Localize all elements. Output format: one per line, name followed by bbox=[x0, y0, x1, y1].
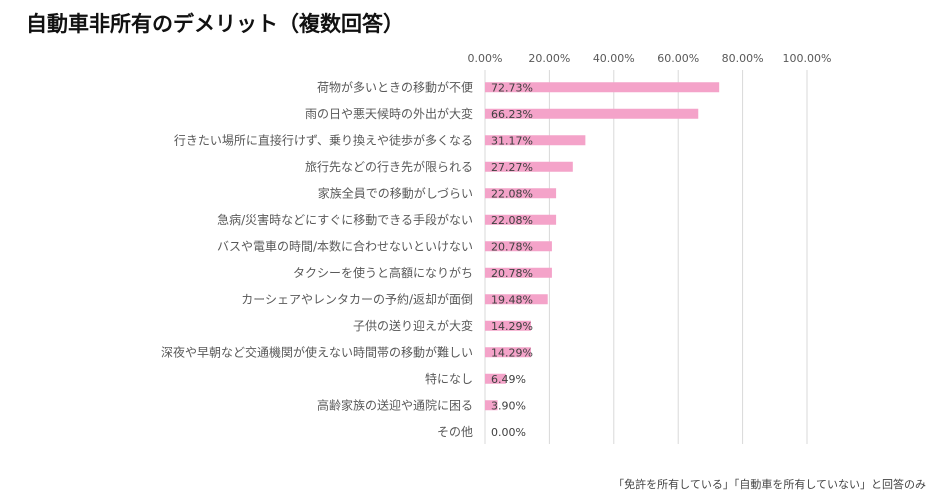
bars bbox=[485, 82, 720, 411]
category-labels: 荷物が多いときの移動が不便雨の日や悪天候時の外出が大変行きたい場所に直接行けず、… bbox=[161, 79, 473, 439]
data-label: 20.78% bbox=[491, 267, 533, 280]
bar bbox=[485, 188, 557, 199]
bar bbox=[485, 214, 557, 225]
category-label: 荷物が多いときの移動が不便 bbox=[317, 79, 473, 94]
bar bbox=[485, 294, 548, 305]
data-label: 27.27% bbox=[491, 161, 533, 174]
data-label: 20.78% bbox=[491, 240, 533, 253]
category-label: 行きたい場所に直接行けず、乗り換えや徒歩が多くなる bbox=[174, 132, 473, 147]
x-tick-label: 40.00% bbox=[593, 52, 635, 65]
bar bbox=[485, 135, 586, 146]
data-label: 66.23% bbox=[491, 108, 533, 121]
category-label: バスや電車の時間/本数に合わせないといけない bbox=[217, 238, 473, 253]
data-label: 72.73% bbox=[491, 81, 533, 94]
bar bbox=[485, 108, 699, 119]
data-label: 3.90% bbox=[491, 399, 526, 412]
gridlines bbox=[484, 70, 808, 444]
x-tick-label: 20.00% bbox=[528, 52, 570, 65]
chart-title: 自動車非所有のデメリット（複数回答） bbox=[26, 12, 404, 36]
category-label: 急病/災害時などにすぐに移動できる手段がない bbox=[217, 212, 473, 227]
data-label: 22.08% bbox=[491, 214, 533, 227]
bar bbox=[485, 241, 552, 252]
category-label: カーシェアやレンタカーの予約/返却が面倒 bbox=[241, 291, 473, 306]
data-label: 14.29% bbox=[491, 346, 533, 359]
category-label: 深夜や早朝など交通機関が使えない時間帯の移動が難しい bbox=[161, 344, 473, 359]
footnote: 「免許を所有している」「自動車を所有していない」と回答のみ bbox=[613, 478, 926, 491]
category-label: 雨の日や悪天候時の外出が大変 bbox=[305, 106, 473, 121]
data-label: 0.00% bbox=[491, 426, 526, 439]
data-labels: 72.73% 66.23% 31.17% 27.27% 22.08% 22.08% 20.7… bbox=[491, 81, 533, 439]
data-label: 22.08% bbox=[491, 187, 533, 200]
x-axis-tick-labels: 0.00% 20.00% 40.00% 60.00% 80.00% 100.00% bbox=[468, 52, 832, 65]
category-label: 高齢家族の送迎や通院に困る bbox=[317, 397, 473, 412]
data-label: 6.49% bbox=[491, 373, 526, 386]
bar bbox=[485, 320, 532, 331]
bar bbox=[485, 82, 720, 93]
x-tick-label: 80.00% bbox=[722, 52, 764, 65]
bar bbox=[485, 347, 532, 358]
data-label: 31.17% bbox=[491, 134, 533, 147]
category-label: 特になし bbox=[425, 371, 473, 386]
x-tick-label: 100.00% bbox=[783, 52, 832, 65]
data-label: 14.29% bbox=[491, 320, 533, 333]
category-label: 家族全員での移動がしづらい bbox=[318, 185, 473, 200]
category-label: 子供の送り迎えが大変 bbox=[353, 318, 473, 333]
x-tick-label: 0.00% bbox=[468, 52, 503, 65]
category-label: 旅行先などの行き先が限られる bbox=[305, 159, 473, 174]
category-label: その他 bbox=[437, 425, 473, 439]
data-label: 19.48% bbox=[491, 293, 533, 306]
bar bbox=[485, 373, 506, 384]
category-label: タクシーを使うと高額になりがち bbox=[293, 265, 473, 280]
bar bbox=[485, 161, 573, 172]
x-tick-label: 60.00% bbox=[657, 52, 699, 65]
bar bbox=[485, 400, 498, 411]
bar bbox=[485, 267, 552, 278]
